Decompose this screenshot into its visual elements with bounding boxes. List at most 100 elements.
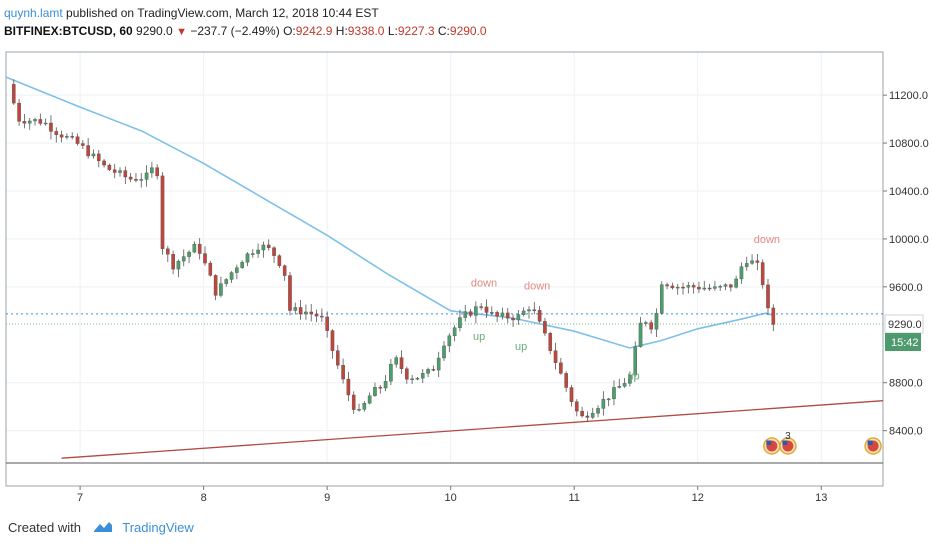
price-axis[interactable]: 11200.0 10800.0 10400.0 10000.0 9600.0 8800.0… — [883, 90, 929, 438]
author-link[interactable]: quynh.lamt — [4, 6, 63, 20]
candle-up — [521, 310, 526, 315]
trendline[interactable] — [61, 400, 884, 459]
candle-up — [654, 312, 659, 330]
candle-down — [314, 313, 319, 317]
candle-down — [282, 265, 287, 276]
flag-canton-icon — [766, 440, 772, 445]
event-count: 3 — [785, 431, 791, 442]
candle-up — [612, 387, 616, 400]
candle-up — [65, 136, 69, 138]
candle-up — [261, 244, 266, 251]
us-flag-event-icon[interactable] — [763, 437, 781, 455]
footer: Created with TradingView — [8, 520, 194, 535]
candle-up — [452, 327, 457, 337]
candle-down — [59, 134, 64, 138]
candle-down — [405, 368, 409, 380]
candle-down — [346, 378, 351, 396]
candle-down — [134, 179, 138, 181]
candle-up — [744, 263, 749, 267]
candle-down — [771, 307, 776, 325]
candle-down — [96, 153, 101, 162]
us-flag-event-icon[interactable]: 3 — [779, 431, 797, 455]
price-tick-label: 10000.0 — [889, 234, 929, 246]
candles — [11, 79, 776, 422]
grid — [6, 52, 883, 463]
candle-up — [633, 346, 638, 376]
candle-up — [644, 322, 648, 324]
candle-up — [628, 374, 632, 384]
candle-down — [378, 387, 383, 389]
candle-down — [203, 253, 207, 264]
candle-down — [128, 176, 133, 180]
candle-up — [713, 286, 717, 289]
price-lines — [6, 313, 883, 325]
candle-down — [681, 286, 685, 289]
moving-average — [5, 76, 775, 349]
candle-up — [474, 306, 478, 316]
candle-down — [649, 322, 653, 330]
candle-down — [697, 286, 701, 290]
down-signal-label: down — [754, 234, 780, 246]
candle-down — [213, 275, 218, 296]
support-trendline[interactable] — [61, 400, 884, 459]
candle-down — [38, 119, 43, 124]
time-tick-label: 11 — [568, 492, 579, 504]
flag-canton-icon — [782, 440, 788, 445]
last-price: 9290.0 — [136, 24, 173, 38]
candle-up — [447, 335, 452, 347]
candle-up — [622, 383, 627, 387]
candle-down — [341, 365, 345, 380]
candle-down — [691, 285, 696, 288]
up-signal-label: up — [515, 341, 527, 353]
candle-up — [187, 251, 191, 257]
candle-up — [675, 286, 680, 289]
candle-down — [574, 401, 579, 412]
candle-up — [415, 377, 420, 380]
candle-up — [596, 408, 600, 414]
candle-up — [373, 387, 377, 396]
candle-up — [91, 153, 96, 157]
candle-down — [102, 160, 106, 166]
time-tick-label: 7 — [77, 492, 83, 504]
price-tick-label: 10400.0 — [889, 186, 929, 198]
candle-down — [11, 84, 16, 104]
candle-up — [245, 253, 250, 263]
candle-down — [580, 410, 584, 417]
candle-up — [436, 357, 441, 371]
candle-up — [224, 279, 229, 284]
candle-up — [43, 122, 48, 125]
time-tick-label: 10 — [445, 492, 457, 504]
candle-down — [766, 284, 770, 309]
time-tick-label: 9 — [324, 492, 330, 504]
up-signal-label: up — [627, 371, 639, 383]
economic-events[interactable]: 3 — [763, 431, 882, 455]
tradingview-brand[interactable]: TradingView — [122, 520, 194, 535]
candle-down — [325, 316, 329, 331]
candle-down — [81, 143, 85, 146]
candle-down — [54, 131, 59, 135]
candle-up — [458, 317, 462, 328]
candle-down — [320, 315, 324, 318]
close-value: 9290.0 — [449, 24, 487, 38]
candle-down — [760, 262, 765, 286]
price-tick-label: 10800.0 — [889, 138, 929, 150]
candle-up — [718, 286, 722, 288]
candle-down — [351, 394, 356, 410]
us-flag-event-icon[interactable] — [864, 437, 882, 455]
candle-up — [256, 249, 260, 254]
down-signal-label: down — [524, 280, 550, 292]
candle-down — [511, 317, 515, 321]
candle-up — [192, 243, 197, 253]
candle-up — [150, 167, 154, 174]
publish-info: published on TradingView.com, March 12, … — [66, 6, 379, 20]
candle-down — [553, 350, 558, 363]
time-axis[interactable]: 7 8 9 10 11 12 13 — [77, 486, 827, 504]
candle-down — [123, 170, 128, 178]
high-value: 9338.0 — [347, 24, 385, 38]
candle-up — [739, 266, 744, 280]
candle-down — [569, 387, 574, 402]
time-tick-label: 12 — [692, 492, 704, 504]
candle-down — [755, 260, 760, 263]
candle-up — [33, 119, 37, 122]
